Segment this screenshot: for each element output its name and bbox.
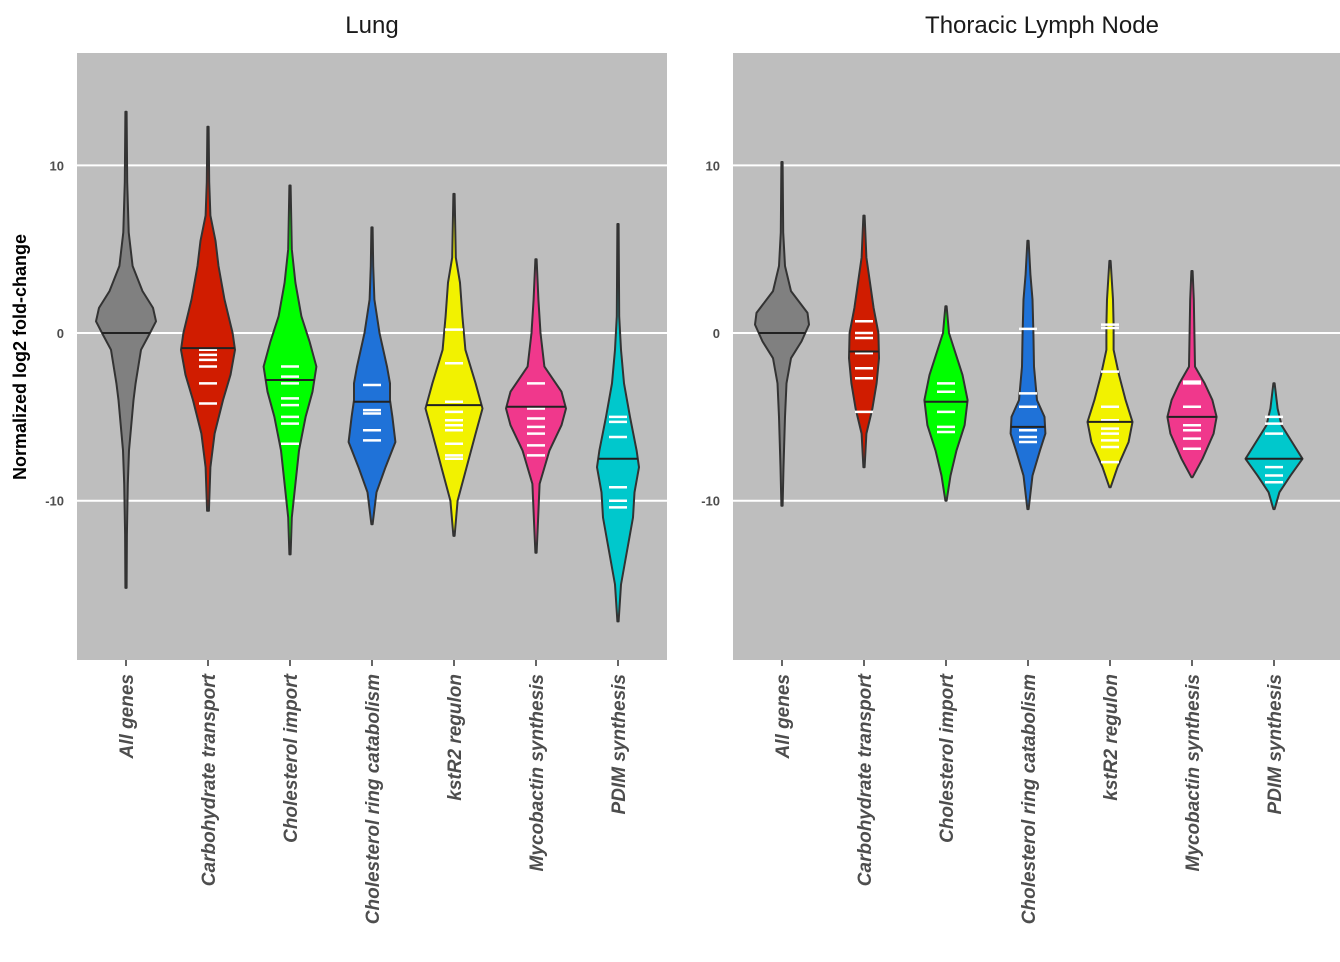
y-tick-label-lung--10: -10	[45, 494, 64, 509]
violin-lung-kstr2-regulon	[424, 192, 484, 537]
violin-lung-cholesterol-ring-catabolism	[347, 226, 397, 526]
x-tick-label-lung-cholesterol-ring-catabolism: Cholesterol ring catabolism	[363, 674, 384, 924]
y-axis-label: Normalized log2 fold-change	[10, 234, 30, 480]
panel-lung-marks: 10 0 -10 All genes Carbohydrate transport Cho…	[45, 110, 667, 924]
x-tick-label-tln-cholesterol-import: Cholesterol import	[937, 673, 958, 843]
violin-tln-mycobactin-synthesis	[1166, 270, 1218, 479]
panel-tln-title: Thoracic Lymph Node	[925, 12, 1159, 39]
violin-tln-cholesterol-import	[923, 305, 969, 502]
x-tick-label-tln-pdim-synthesis: PDIM synthesis	[1265, 674, 1286, 814]
x-tick-label-tln-all-genes: All genes	[773, 674, 794, 759]
x-tick-label-tln-kstr2-regulon: kstR2 regulon	[1101, 674, 1122, 801]
violin-tln-pdim-synthesis	[1244, 382, 1304, 511]
x-tick-label-tln-carbohydrate-transport: Carbohydrate transport	[855, 673, 876, 886]
panel-tln-background	[733, 53, 1340, 660]
y-tick-label-lung-0: 0	[57, 326, 64, 341]
violin-lung-cholesterol-import	[262, 184, 318, 556]
violin-lung-carbohydrate-transport	[180, 125, 236, 512]
x-tick-label-tln-cholesterol-ring-catabolism: Cholesterol ring catabolism	[1019, 674, 1040, 924]
x-tick-label-lung-pdim-synthesis: PDIM synthesis	[609, 674, 630, 814]
y-tick-label-tln-10: 10	[706, 158, 720, 173]
x-tick-label-lung-all-genes: All genes	[117, 674, 138, 759]
violin-tln-kstr2-regulon	[1086, 259, 1134, 489]
x-tick-label-lung-kstr2-regulon: kstR2 regulon	[445, 674, 466, 801]
y-tick-label-tln--10: -10	[701, 494, 720, 509]
x-tick-label-lung-carbohydrate-transport: Carbohydrate transport	[199, 673, 220, 886]
x-tick-label-tln-mycobactin-synthesis: Mycobactin synthesis	[1183, 674, 1204, 871]
y-tick-label-lung-10: 10	[50, 158, 64, 173]
panel-lung-title: Lung	[345, 12, 398, 39]
y-tick-label-tln-0: 0	[713, 326, 720, 341]
violin-tln-carbohydrate-transport	[848, 214, 880, 469]
x-tick-label-lung-cholesterol-import: Cholesterol import	[281, 673, 302, 843]
x-tick-label-lung-mycobactin-synthesis: Mycobactin synthesis	[527, 674, 548, 871]
violin-lung-all-genes	[95, 110, 157, 589]
panel-tln-marks: 10 0 -10 All genes Carbohydrate transport Cho…	[701, 158, 1340, 924]
panel-thoracic-lymph-node: Thoracic Lymph Node	[733, 12, 1340, 660]
